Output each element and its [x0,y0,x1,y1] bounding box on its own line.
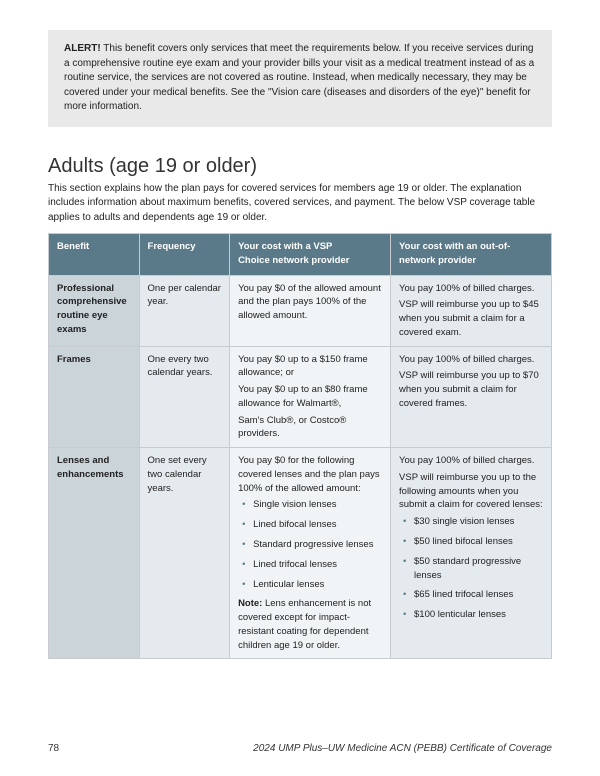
table-row: Professional comprehensive routine eye e… [49,275,552,346]
cell-out-network: You pay 100% of billed charges. VSP will… [391,448,552,659]
alert-text: This benefit covers only services that m… [64,43,534,112]
page-number: 78 [48,743,59,754]
cell-benefit: Lenses and enhancements [49,448,140,659]
cell-in-network: You pay $0 for the following covered len… [230,448,391,659]
alert-label: ALERT! [64,43,101,54]
section-heading: Adults (age 19 or older) [48,155,552,178]
cell-frequency: One per calendar year. [139,275,230,346]
cell-out-network: You pay 100% of billed charges. VSP will… [391,275,552,346]
cell-in-network: You pay $0 up to a $150 frame allowance;… [230,346,391,448]
cell-benefit: Frames [49,346,140,448]
cell-in-network: You pay $0 of the allowed amount and the… [230,275,391,346]
alert-box: ALERT! This benefit covers only services… [48,30,552,127]
coverage-table: Benefit Frequency Your cost with a VSP C… [48,233,552,659]
cell-frequency: One set every two calendar years. [139,448,230,659]
page-footer: 78 2024 UMP Plus–UW Medicine ACN (PEBB) … [48,743,552,754]
cell-benefit: Professional comprehensive routine eye e… [49,275,140,346]
th-benefit: Benefit [49,234,140,276]
table-row: Lenses and enhancements One set every tw… [49,448,552,659]
cell-frequency: One every two calendar years. [139,346,230,448]
table-row: Frames One every two calendar years. You… [49,346,552,448]
in-bullets: Single vision lenses Lined bifocal lense… [238,498,382,591]
doc-title: 2024 UMP Plus–UW Medicine ACN (PEBB) Cer… [253,743,552,754]
th-out-network: Your cost with an out-of- network provid… [391,234,552,276]
out-bullets: $30 single vision lenses $50 lined bifoc… [399,515,543,622]
th-in-network: Your cost with a VSP Choice network prov… [230,234,391,276]
cell-out-network: You pay 100% of billed charges. VSP will… [391,346,552,448]
section-intro: This section explains how the plan pays … [48,182,552,226]
th-frequency: Frequency [139,234,230,276]
